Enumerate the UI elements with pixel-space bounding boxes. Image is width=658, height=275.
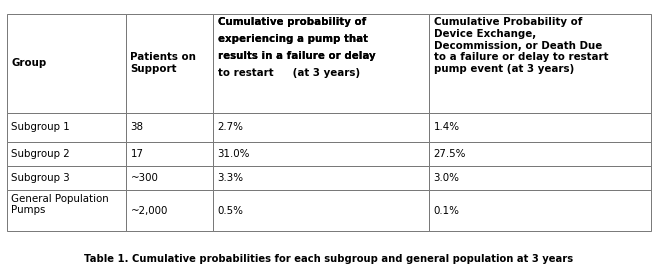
Bar xyxy=(213,32,429,48)
Bar xyxy=(429,190,651,231)
Text: Subgroup 2: Subgroup 2 xyxy=(11,149,70,159)
Text: 3.0%: 3.0% xyxy=(434,173,459,183)
Text: Cumulative probability of: Cumulative probability of xyxy=(218,17,366,27)
Bar xyxy=(429,166,651,190)
Bar xyxy=(213,190,429,231)
Text: 31.0%: 31.0% xyxy=(218,149,250,159)
Bar xyxy=(213,66,429,82)
Text: General Population
Pumps: General Population Pumps xyxy=(11,194,109,215)
Bar xyxy=(213,142,429,166)
Text: 3.3%: 3.3% xyxy=(218,173,243,183)
Bar xyxy=(429,14,651,113)
Bar xyxy=(126,113,213,142)
Text: results in a failure or delay: results in a failure or delay xyxy=(218,51,375,61)
Text: 0.1%: 0.1% xyxy=(434,206,459,216)
Bar xyxy=(7,14,126,113)
Text: to restart: to restart xyxy=(218,68,273,78)
Bar xyxy=(7,142,126,166)
Bar xyxy=(7,166,126,190)
Text: (at 3 years): (at 3 years) xyxy=(290,68,361,78)
Bar xyxy=(429,113,651,142)
Text: experiencing a pump that: experiencing a pump that xyxy=(218,34,368,44)
Text: Table 1. Cumulative probabilities for each subgroup and general population at 3 : Table 1. Cumulative probabilities for ea… xyxy=(84,254,574,263)
Bar xyxy=(7,113,126,142)
Bar xyxy=(213,49,429,65)
Text: Subgroup 1: Subgroup 1 xyxy=(11,122,70,132)
Text: 2.7%: 2.7% xyxy=(218,122,243,132)
Bar xyxy=(126,166,213,190)
Text: Cumulative probability of: Cumulative probability of xyxy=(218,17,366,27)
Text: 17: 17 xyxy=(130,149,143,159)
Bar xyxy=(126,142,213,166)
Bar xyxy=(213,14,429,113)
Bar xyxy=(126,190,213,231)
Text: results in a failure or delay: results in a failure or delay xyxy=(218,51,375,61)
Text: Patients on
Support: Patients on Support xyxy=(130,53,196,74)
Bar xyxy=(7,190,126,231)
Bar xyxy=(213,113,429,142)
Bar xyxy=(213,15,429,31)
Text: ~300: ~300 xyxy=(130,173,159,183)
Text: 38: 38 xyxy=(130,122,143,132)
Text: 0.5%: 0.5% xyxy=(218,206,243,216)
Text: Group: Group xyxy=(11,58,47,68)
Bar xyxy=(126,14,213,113)
Text: Subgroup 3: Subgroup 3 xyxy=(11,173,70,183)
Text: Cumulative Probability of
Device Exchange,
Decommission, or Death Due
to a failu: Cumulative Probability of Device Exchang… xyxy=(434,17,608,74)
Text: 27.5%: 27.5% xyxy=(434,149,466,159)
Bar xyxy=(213,166,429,190)
Text: 1.4%: 1.4% xyxy=(434,122,460,132)
Text: experiencing a pump that: experiencing a pump that xyxy=(218,34,368,44)
Text: ~2,000: ~2,000 xyxy=(130,206,168,216)
Bar xyxy=(429,142,651,166)
